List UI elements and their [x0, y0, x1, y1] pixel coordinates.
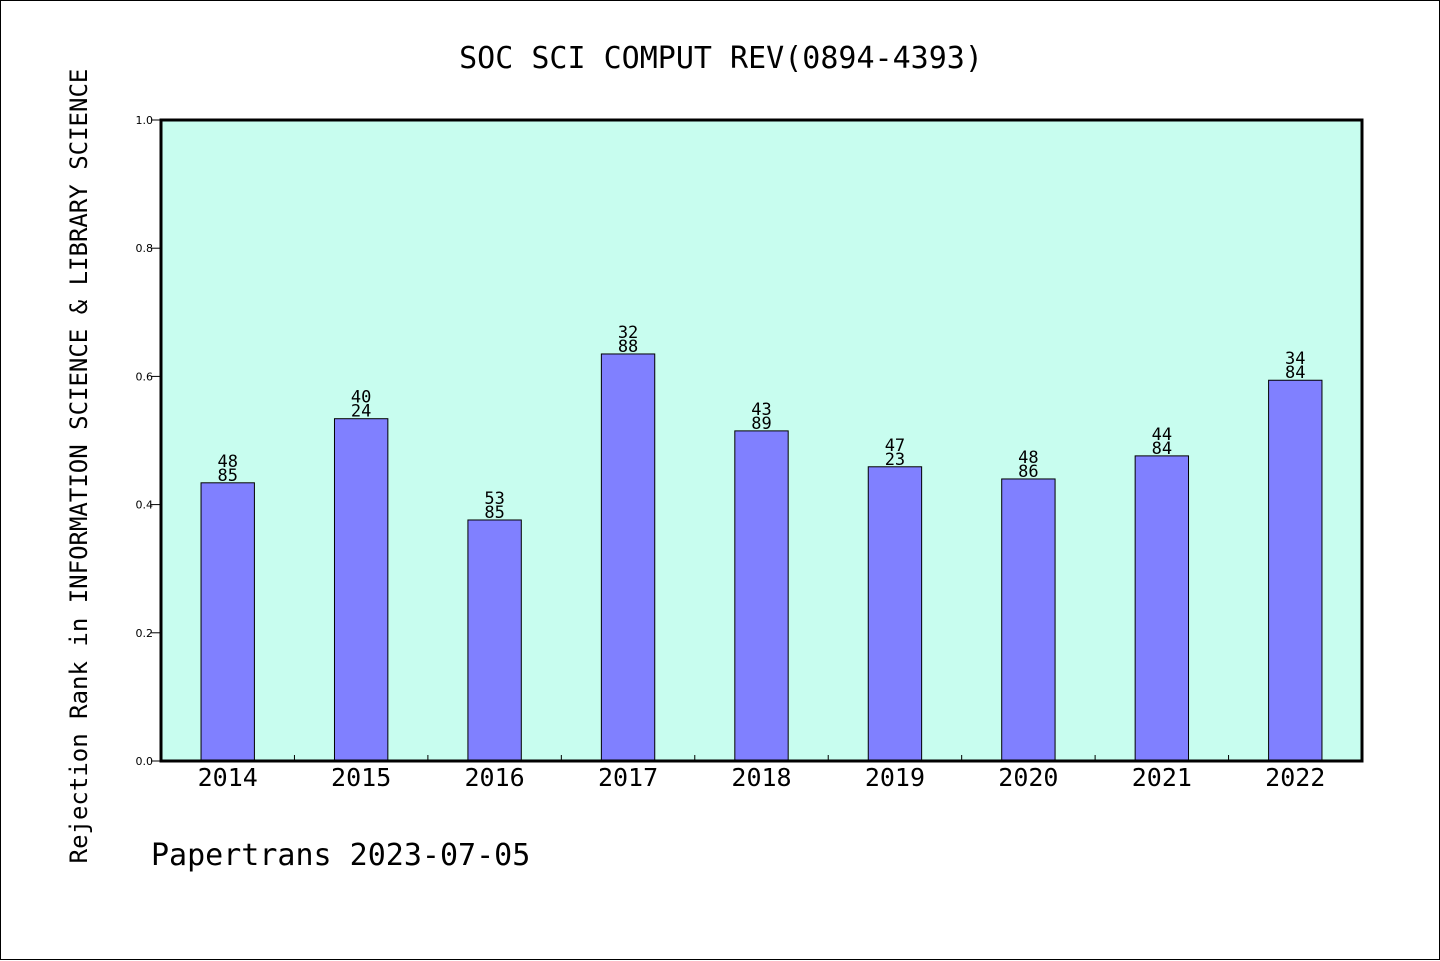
bar-label-2016-line1: 53 — [484, 489, 504, 509]
x-tick-label: 2020 — [998, 763, 1058, 792]
y-tick-label: 0.6 — [136, 370, 154, 383]
y-axis: 0.0 0.2 0.4 0.6 0.8 1.0 — [136, 114, 161, 768]
x-tick-label: 2016 — [465, 763, 525, 792]
y-tick-label: 1.0 — [136, 114, 154, 127]
bar-label-2022-line2: 84 — [1285, 363, 1305, 383]
bar-label-2019-line2: 23 — [885, 450, 905, 470]
x-tick-label: 2018 — [731, 763, 791, 792]
bar-label-2017-line1: 32 — [618, 323, 638, 343]
bars-group — [200, 353, 1323, 762]
bar-label-2022-line1: 34 — [1285, 349, 1305, 369]
bar-label-2015-line1: 40 — [351, 388, 371, 408]
bar-label-2021-line1: 44 — [1152, 425, 1172, 445]
x-tick-label: 2014 — [198, 763, 258, 792]
bar-label-2019-line1: 47 — [885, 436, 905, 456]
bar-label-2014-line1: 48 — [217, 452, 237, 472]
bar-label-2020-line1: 48 — [1018, 448, 1038, 468]
y-tick-label: 0.4 — [136, 499, 154, 512]
bar-label-2018-line1: 43 — [751, 400, 771, 420]
bar-label-2021-line2: 84 — [1152, 439, 1172, 459]
bar-2021 — [1134, 455, 1190, 762]
bar-2015 — [333, 418, 389, 762]
bar-label-2020-line2: 86 — [1018, 462, 1038, 482]
bar-2019 — [867, 466, 923, 762]
chart-title: SOC SCI COMPUT REV(0894-4393) — [459, 41, 983, 76]
plot-border — [159, 118, 1364, 763]
bar-2022 — [1268, 379, 1323, 762]
x-tick-label: 2022 — [1265, 763, 1325, 792]
bar-2014 — [200, 482, 255, 762]
bar-2016 — [467, 519, 522, 762]
bar-2017 — [600, 353, 656, 762]
bar-label-2015-line2: 24 — [351, 402, 371, 422]
y-tick-label: 0.8 — [136, 242, 154, 255]
bar-label-2014-line2: 85 — [217, 466, 237, 486]
bar-2020 — [1001, 478, 1056, 762]
x-tick-label: 2015 — [331, 763, 391, 792]
y-tick-label: 0.2 — [136, 627, 154, 640]
x-tick-label: 2019 — [865, 763, 925, 792]
footer-credit: Papertrans 2023-07-05 — [151, 838, 530, 873]
x-axis: 2014 2015 2016 2017 2018 2019 2020 2021 2022 — [198, 755, 1325, 792]
y-axis-label: Rejection Rank in INFORMATION SCIENCE & … — [65, 69, 93, 864]
bar-label-2018-line2: 89 — [751, 414, 771, 434]
y-tick-label: 0.0 — [136, 755, 154, 768]
x-tick-label: 2017 — [598, 763, 658, 792]
bar-2018 — [734, 430, 789, 762]
bar-label-2016-line2: 85 — [484, 503, 504, 523]
x-tick-label: 2021 — [1132, 763, 1192, 792]
bar-label-2017-line2: 88 — [618, 337, 638, 357]
